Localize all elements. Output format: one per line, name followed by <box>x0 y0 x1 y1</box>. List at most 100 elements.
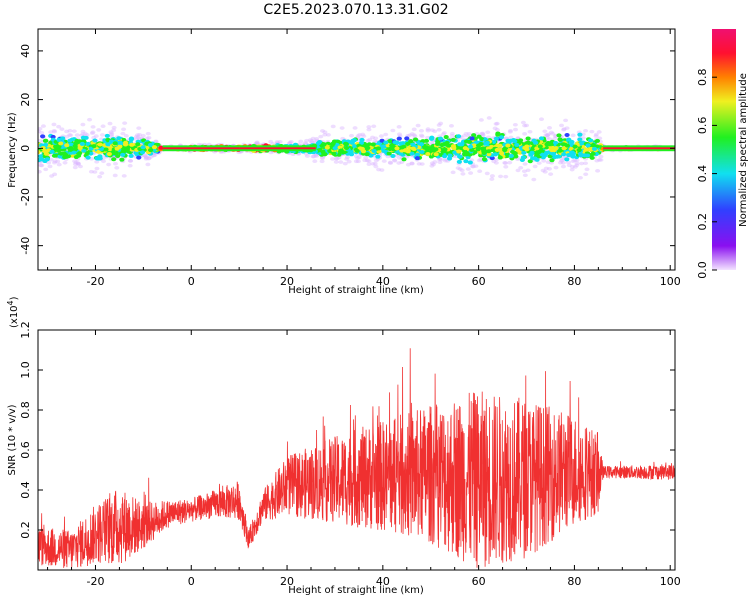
spectrum-point <box>513 154 519 159</box>
spectrum-point <box>457 142 463 147</box>
spectrum-point <box>566 163 572 168</box>
spectrum-point <box>539 117 545 121</box>
spectrum-point <box>527 159 533 164</box>
spectrum-point <box>38 139 43 143</box>
spectrum-point <box>510 149 516 154</box>
colorbar-gradient <box>712 29 736 270</box>
spectrum-point <box>75 161 81 166</box>
spectrum-point <box>122 121 128 125</box>
spectrum-point <box>473 164 479 168</box>
snr-x-tick-label: -20 <box>86 575 104 588</box>
spectrum-point <box>456 149 462 154</box>
spectrum-point <box>71 129 77 133</box>
spectrum-point <box>38 169 42 174</box>
spectrum-point <box>465 167 471 171</box>
spectrum-point <box>505 143 511 148</box>
spectrum-point <box>494 147 500 152</box>
spectrum-point <box>134 133 140 137</box>
spectrum-point <box>538 136 545 141</box>
spectrum-point <box>128 153 134 158</box>
spectrum-point <box>144 136 150 141</box>
spectrum-point <box>438 157 444 162</box>
spectrum-point <box>394 140 400 145</box>
spectrum-point <box>419 162 425 166</box>
spectrum-point <box>536 149 542 154</box>
spectrum-point <box>405 162 411 167</box>
snr-x-tick-label: 100 <box>660 575 681 588</box>
spectrum-point <box>480 132 486 137</box>
spectrum-point <box>360 149 367 154</box>
spectrum-point <box>574 163 580 168</box>
spectrum-point <box>49 174 55 178</box>
spectrum-point <box>497 143 503 148</box>
spectrum-point <box>64 134 70 139</box>
spectrum-point <box>371 148 377 153</box>
spectrum-point <box>128 137 134 142</box>
spectrum-point <box>425 151 431 156</box>
spectrum-point <box>398 141 404 146</box>
spectrum-point <box>593 132 599 137</box>
spectrum-point <box>67 138 73 143</box>
spectrum-point <box>353 154 359 158</box>
spectrum-point <box>353 159 359 164</box>
spectrum-point <box>100 159 106 164</box>
spectrum-point <box>90 130 96 135</box>
spectrum-point <box>318 134 324 139</box>
spectrum-point <box>470 164 476 169</box>
spectrum-point <box>92 170 98 174</box>
spectrum-point <box>546 132 552 137</box>
spectrogram-y-tick-label: -40 <box>19 237 32 255</box>
spectrum-point <box>512 127 518 132</box>
spectrum-point <box>146 135 152 140</box>
spectrum-point <box>408 139 414 144</box>
spectrum-point <box>492 152 499 157</box>
spectrum-point <box>598 154 604 159</box>
snr-panel: -20 0 20 40 60 80 100 0.2 0.4 0.6 0.8 1.0 1.2 Height… <box>6 296 681 596</box>
snr-y-tick-label: 1.0 <box>19 361 32 379</box>
spectrum-point <box>486 152 492 157</box>
colorbar-ticks: 0.0 0.2 0.4 0.6 0.8 <box>696 68 717 279</box>
spectrogram-axes: -20 0 20 40 60 80 100 -40 -20 0 20 40 <box>19 29 681 288</box>
spectrogram-x-tick-label: 60 <box>472 275 486 288</box>
spectrum-point <box>396 161 402 165</box>
spectrum-point <box>370 161 376 166</box>
spectrum-point <box>441 154 448 159</box>
spectrum-point <box>90 125 96 129</box>
spectrogram-x-tick-label: -20 <box>86 275 104 288</box>
colorbar-tick-label: 0.0 <box>696 261 709 279</box>
spectrum-point <box>355 156 361 160</box>
spectrum-point <box>481 157 488 162</box>
spectrum-band-peak <box>162 147 240 150</box>
spectrum-point <box>106 162 112 167</box>
spectrum-point <box>570 159 576 164</box>
spectrum-point <box>77 145 83 150</box>
spectrum-point <box>143 155 149 160</box>
spectrum-point <box>493 161 499 165</box>
spectrum-point <box>140 145 146 150</box>
spectrum-point <box>52 159 58 163</box>
spectrum-point <box>448 124 454 128</box>
spectrum-point <box>288 139 294 144</box>
spectrum-point <box>425 128 431 133</box>
spectrum-point <box>434 141 441 146</box>
spectrum-point <box>583 128 589 133</box>
spectrum-point <box>372 162 378 166</box>
spectrum-point <box>481 150 487 155</box>
spectrum-point <box>572 158 578 163</box>
spectrum-point <box>433 152 439 157</box>
spectrum-point <box>530 156 536 161</box>
spectrum-point <box>405 141 411 146</box>
spectrum-point <box>44 157 50 162</box>
spectrum-point <box>367 137 373 142</box>
spectrum-point <box>419 134 425 139</box>
spectrum-point <box>399 145 405 150</box>
spectrum-point <box>525 136 531 141</box>
spectrum-point <box>503 174 509 179</box>
spectrum-point <box>58 151 64 156</box>
spectrum-point <box>548 130 554 135</box>
spectrum-point <box>380 144 386 149</box>
spectrum-point <box>442 157 448 162</box>
spectrum-point <box>53 147 59 152</box>
spectrum-point <box>591 146 598 151</box>
